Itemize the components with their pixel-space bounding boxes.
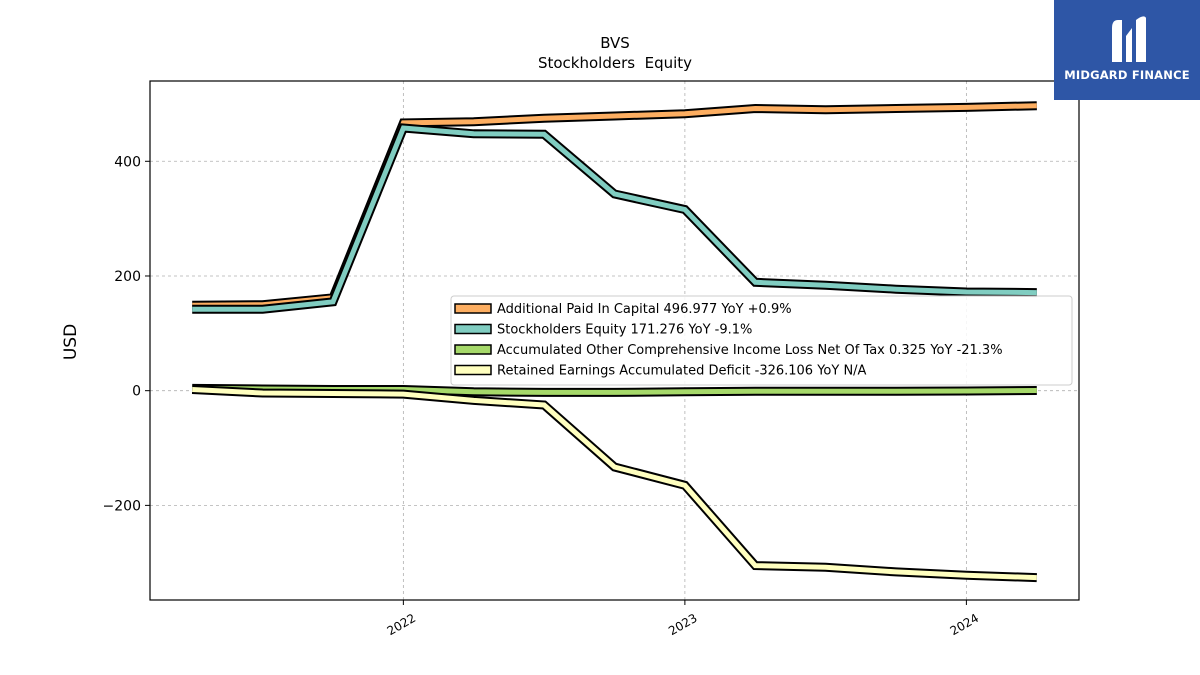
series-line xyxy=(192,123,1037,314)
series-line xyxy=(191,385,1037,583)
plot-frame xyxy=(149,80,1080,601)
legend-entry: Retained Earnings Accumulated Deficit -3… xyxy=(497,364,867,379)
chart-title: BVS xyxy=(600,34,630,52)
legend: Additional Paid In Capital 496.977 YoY +… xyxy=(450,295,1073,386)
series-outline xyxy=(192,101,1037,310)
midgard-finance-logo: MIDGARD FINANCE xyxy=(1054,0,1200,100)
legend-swatch xyxy=(454,364,492,376)
series-line xyxy=(192,101,1037,310)
y-axis-label: USD xyxy=(61,324,81,360)
x-tick-label: 2023 xyxy=(666,611,699,638)
legend-swatch xyxy=(454,303,492,314)
legend-entry: Accumulated Other Comprehensive Income L… xyxy=(497,343,1003,358)
legend-box xyxy=(450,295,1073,386)
y-tick-label: 400 xyxy=(114,154,141,170)
legend-entry: Stockholders Equity 171.276 YoY -9.1% xyxy=(497,323,752,338)
y-tick-label: −200 xyxy=(103,498,141,514)
chart-subtitle: Stockholders Equity xyxy=(538,54,692,72)
legend-swatch xyxy=(454,344,492,355)
series-stroke xyxy=(192,103,1037,308)
series-stroke xyxy=(192,387,1037,581)
x-tick-label: 2024 xyxy=(948,611,981,638)
x-tick-label: 2022 xyxy=(385,611,418,638)
series-outline xyxy=(192,123,1037,314)
series-stroke xyxy=(192,125,1037,312)
legend-entry: Additional Paid In Capital 496.977 YoY +… xyxy=(497,302,792,317)
series-outline xyxy=(191,385,1037,583)
logo-text: MIDGARD FINANCE xyxy=(1064,68,1190,82)
logo-mark-icon xyxy=(1112,16,1146,62)
y-tick-label: 0 xyxy=(132,384,141,400)
legend-swatch xyxy=(454,323,492,335)
y-tick-label: 200 xyxy=(114,269,141,285)
